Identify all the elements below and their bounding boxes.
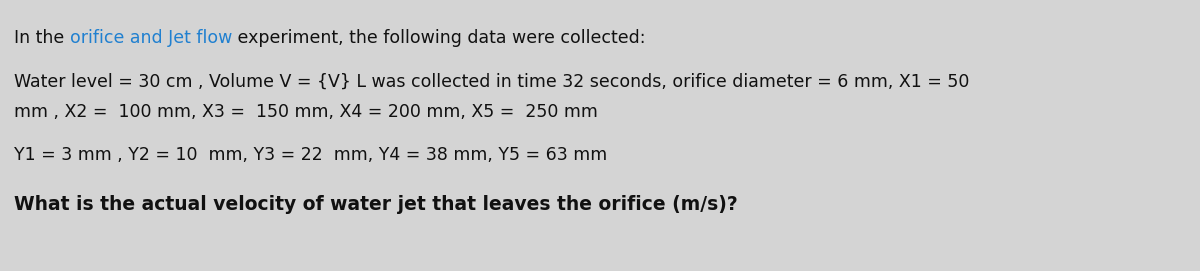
Text: orifice and Jet flow: orifice and Jet flow: [70, 29, 232, 47]
Text: experiment, the following data were collected:: experiment, the following data were coll…: [232, 29, 646, 47]
Text: What is the actual velocity of water jet that leaves the orifice (m/s)?: What is the actual velocity of water jet…: [14, 195, 738, 215]
Text: Water level = 30 cm , Volume V = {V} L was collected in time 32 seconds, orifice: Water level = 30 cm , Volume V = {V} L w…: [14, 73, 970, 91]
Text: Y1 = 3 mm , Y2 = 10  mm, Y3 = 22  mm, Y4 = 38 mm, Y5 = 63 mm: Y1 = 3 mm , Y2 = 10 mm, Y3 = 22 mm, Y4 =…: [14, 146, 607, 164]
Text: In the: In the: [14, 29, 70, 47]
Text: mm , X2 =  100 mm, X3 =  150 mm, X4 = 200 mm, X5 =  250 mm: mm , X2 = 100 mm, X3 = 150 mm, X4 = 200 …: [14, 103, 598, 121]
